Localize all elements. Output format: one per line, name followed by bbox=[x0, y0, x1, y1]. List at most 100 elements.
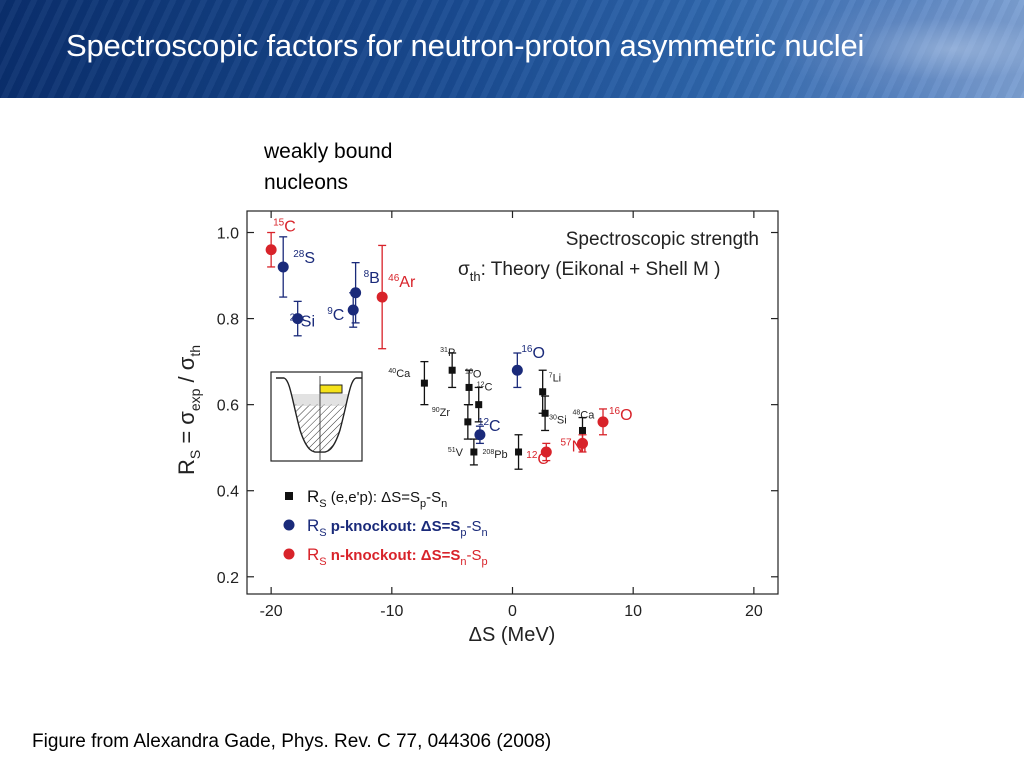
chart-subtitle: σth: Theory (Eikonal + Shell M ) bbox=[458, 259, 720, 284]
nucleus-label: 7Li bbox=[549, 373, 561, 385]
nucleus-mass: 15 bbox=[273, 218, 285, 229]
nucleus-mass: 12 bbox=[526, 450, 538, 461]
nucleus-mass: 40 bbox=[388, 368, 396, 375]
p-knockout-point: 24Si bbox=[290, 300, 315, 337]
nucleus-symbol: V bbox=[456, 447, 464, 459]
legend-label-part: S bbox=[319, 527, 326, 539]
square-marker bbox=[470, 448, 478, 456]
nucleus-symbol: C bbox=[489, 418, 501, 435]
eep-point: 12C bbox=[474, 382, 493, 423]
legend-entry: RS n-knockout: ΔS=Sn-Sp bbox=[283, 545, 488, 568]
circle-marker bbox=[292, 313, 304, 325]
y-tick-label: 0.4 bbox=[217, 484, 239, 501]
p-knockout-point: 16O bbox=[511, 344, 545, 389]
nucleus-symbol: Ca bbox=[396, 368, 411, 380]
n-knockout-point: 15C bbox=[265, 218, 296, 268]
nucleus-mass: 16 bbox=[609, 406, 621, 417]
nucleus-symbol: Ni bbox=[572, 438, 587, 455]
subtitle-sub: th bbox=[470, 269, 481, 284]
y-label-r: R bbox=[174, 459, 199, 475]
inset-yellow-level bbox=[319, 384, 343, 394]
legend-label-part: n bbox=[460, 556, 466, 568]
square-marker bbox=[420, 379, 428, 387]
subtitle-rest: : Theory (Eikonal + Shell M ) bbox=[481, 259, 721, 280]
nucleus-symbol: C bbox=[485, 382, 493, 394]
nucleus-symbol: Pb bbox=[494, 449, 507, 461]
nucleus-mass: 90 bbox=[432, 407, 440, 414]
nucleus-label: 90Zr bbox=[432, 407, 451, 419]
legend-label-part: -S bbox=[426, 489, 441, 506]
circle-marker bbox=[576, 437, 588, 449]
nucleus-mass: 31 bbox=[440, 347, 448, 354]
nucleus-symbol: O bbox=[532, 345, 544, 362]
subtitle-sigma: σ bbox=[458, 259, 470, 280]
n-knockout-point: 46Ar bbox=[376, 244, 416, 350]
note-line-2: nucleons bbox=[264, 171, 349, 194]
legend-label-part: p-knockout: ΔS=S bbox=[327, 518, 461, 535]
nucleus-symbol: Li bbox=[553, 373, 562, 385]
legend-label-part: p bbox=[460, 527, 466, 539]
x-tick-label: -20 bbox=[260, 603, 283, 620]
nucleus-mass: 46 bbox=[388, 273, 400, 284]
nucleus-symbol: Zr bbox=[440, 407, 451, 419]
y-label-eq: = σ bbox=[174, 411, 199, 450]
header-banner bbox=[0, 0, 1024, 98]
nucleus-symbol: P bbox=[448, 347, 455, 359]
legend-label-part: (e,e'p): ΔS=S bbox=[327, 489, 420, 506]
nucleus-label: 24Si bbox=[290, 313, 315, 331]
circle-marker bbox=[347, 304, 359, 316]
y-tick-label: 0.8 bbox=[217, 312, 239, 329]
n-knockout-point: 16O bbox=[597, 406, 633, 436]
nucleus-mass: 28 bbox=[293, 249, 305, 260]
nucleus-mass: 7 bbox=[549, 373, 553, 380]
nucleus-label: 12C bbox=[526, 450, 549, 468]
square-marker bbox=[578, 426, 586, 434]
nucleus-mass: 8 bbox=[364, 269, 370, 280]
square-marker bbox=[448, 366, 456, 374]
n-knockout-point: 12C bbox=[526, 442, 552, 468]
x-tick-label: 20 bbox=[745, 603, 763, 620]
p-knockout-point: 9C bbox=[327, 292, 359, 328]
circle-marker bbox=[511, 364, 523, 376]
slide-title: Spectroscopic factors for neutron-proton… bbox=[66, 28, 865, 63]
nucleus-symbol: C bbox=[333, 307, 345, 324]
legend-label-part: -S bbox=[466, 547, 481, 564]
nucleus-label: 46Ar bbox=[388, 273, 416, 291]
eep-point: 208Pb bbox=[483, 434, 523, 470]
nucleus-label: 16O bbox=[521, 344, 545, 362]
square-marker bbox=[475, 401, 483, 409]
x-tick-label: -10 bbox=[380, 603, 403, 620]
nucleus-label: 15C bbox=[273, 218, 296, 236]
legend-label-part: S bbox=[319, 498, 326, 510]
nucleus-label: 57Ni bbox=[560, 437, 586, 455]
nucleus-mass: 48 bbox=[572, 409, 580, 416]
y-label-th-sub: th bbox=[187, 345, 203, 357]
nucleus-mass: 30 bbox=[549, 414, 557, 421]
nucleus-symbol: C bbox=[284, 219, 296, 236]
nucleus-label: 12C bbox=[478, 417, 501, 435]
legend-label-part: n bbox=[441, 498, 447, 510]
nucleus-label: 8B bbox=[364, 269, 380, 287]
nucleus-label: 16O bbox=[609, 406, 633, 424]
nucleus-symbol: S bbox=[304, 250, 315, 267]
eep-point: 31P bbox=[440, 347, 457, 389]
legend-label-part: n bbox=[481, 527, 487, 539]
x-tick-label: 10 bbox=[624, 603, 642, 620]
nucleus-label: 9C bbox=[327, 306, 344, 324]
legend-label-part: p bbox=[420, 498, 426, 510]
legend-label-part: n-knockout: ΔS=S bbox=[327, 547, 461, 564]
legend-label: RS (e,e'p): ΔS=Sp-Sn bbox=[307, 487, 447, 510]
legend-entry: RS (e,e'p): ΔS=Sp-Sn bbox=[285, 487, 447, 510]
y-tick-label: 0.2 bbox=[217, 570, 239, 587]
nucleus-symbol: O bbox=[473, 368, 482, 380]
note-line-1: weakly bound bbox=[264, 140, 393, 163]
circle-marker bbox=[597, 416, 609, 428]
eep-point: 40Ca bbox=[388, 360, 429, 406]
nucleus-label: 51V bbox=[448, 447, 464, 459]
y-axis-label: RS = σexp / σth bbox=[174, 345, 203, 475]
legend-label-part: R bbox=[307, 487, 319, 506]
x-axis-label: ΔS (MeV) bbox=[469, 624, 556, 646]
